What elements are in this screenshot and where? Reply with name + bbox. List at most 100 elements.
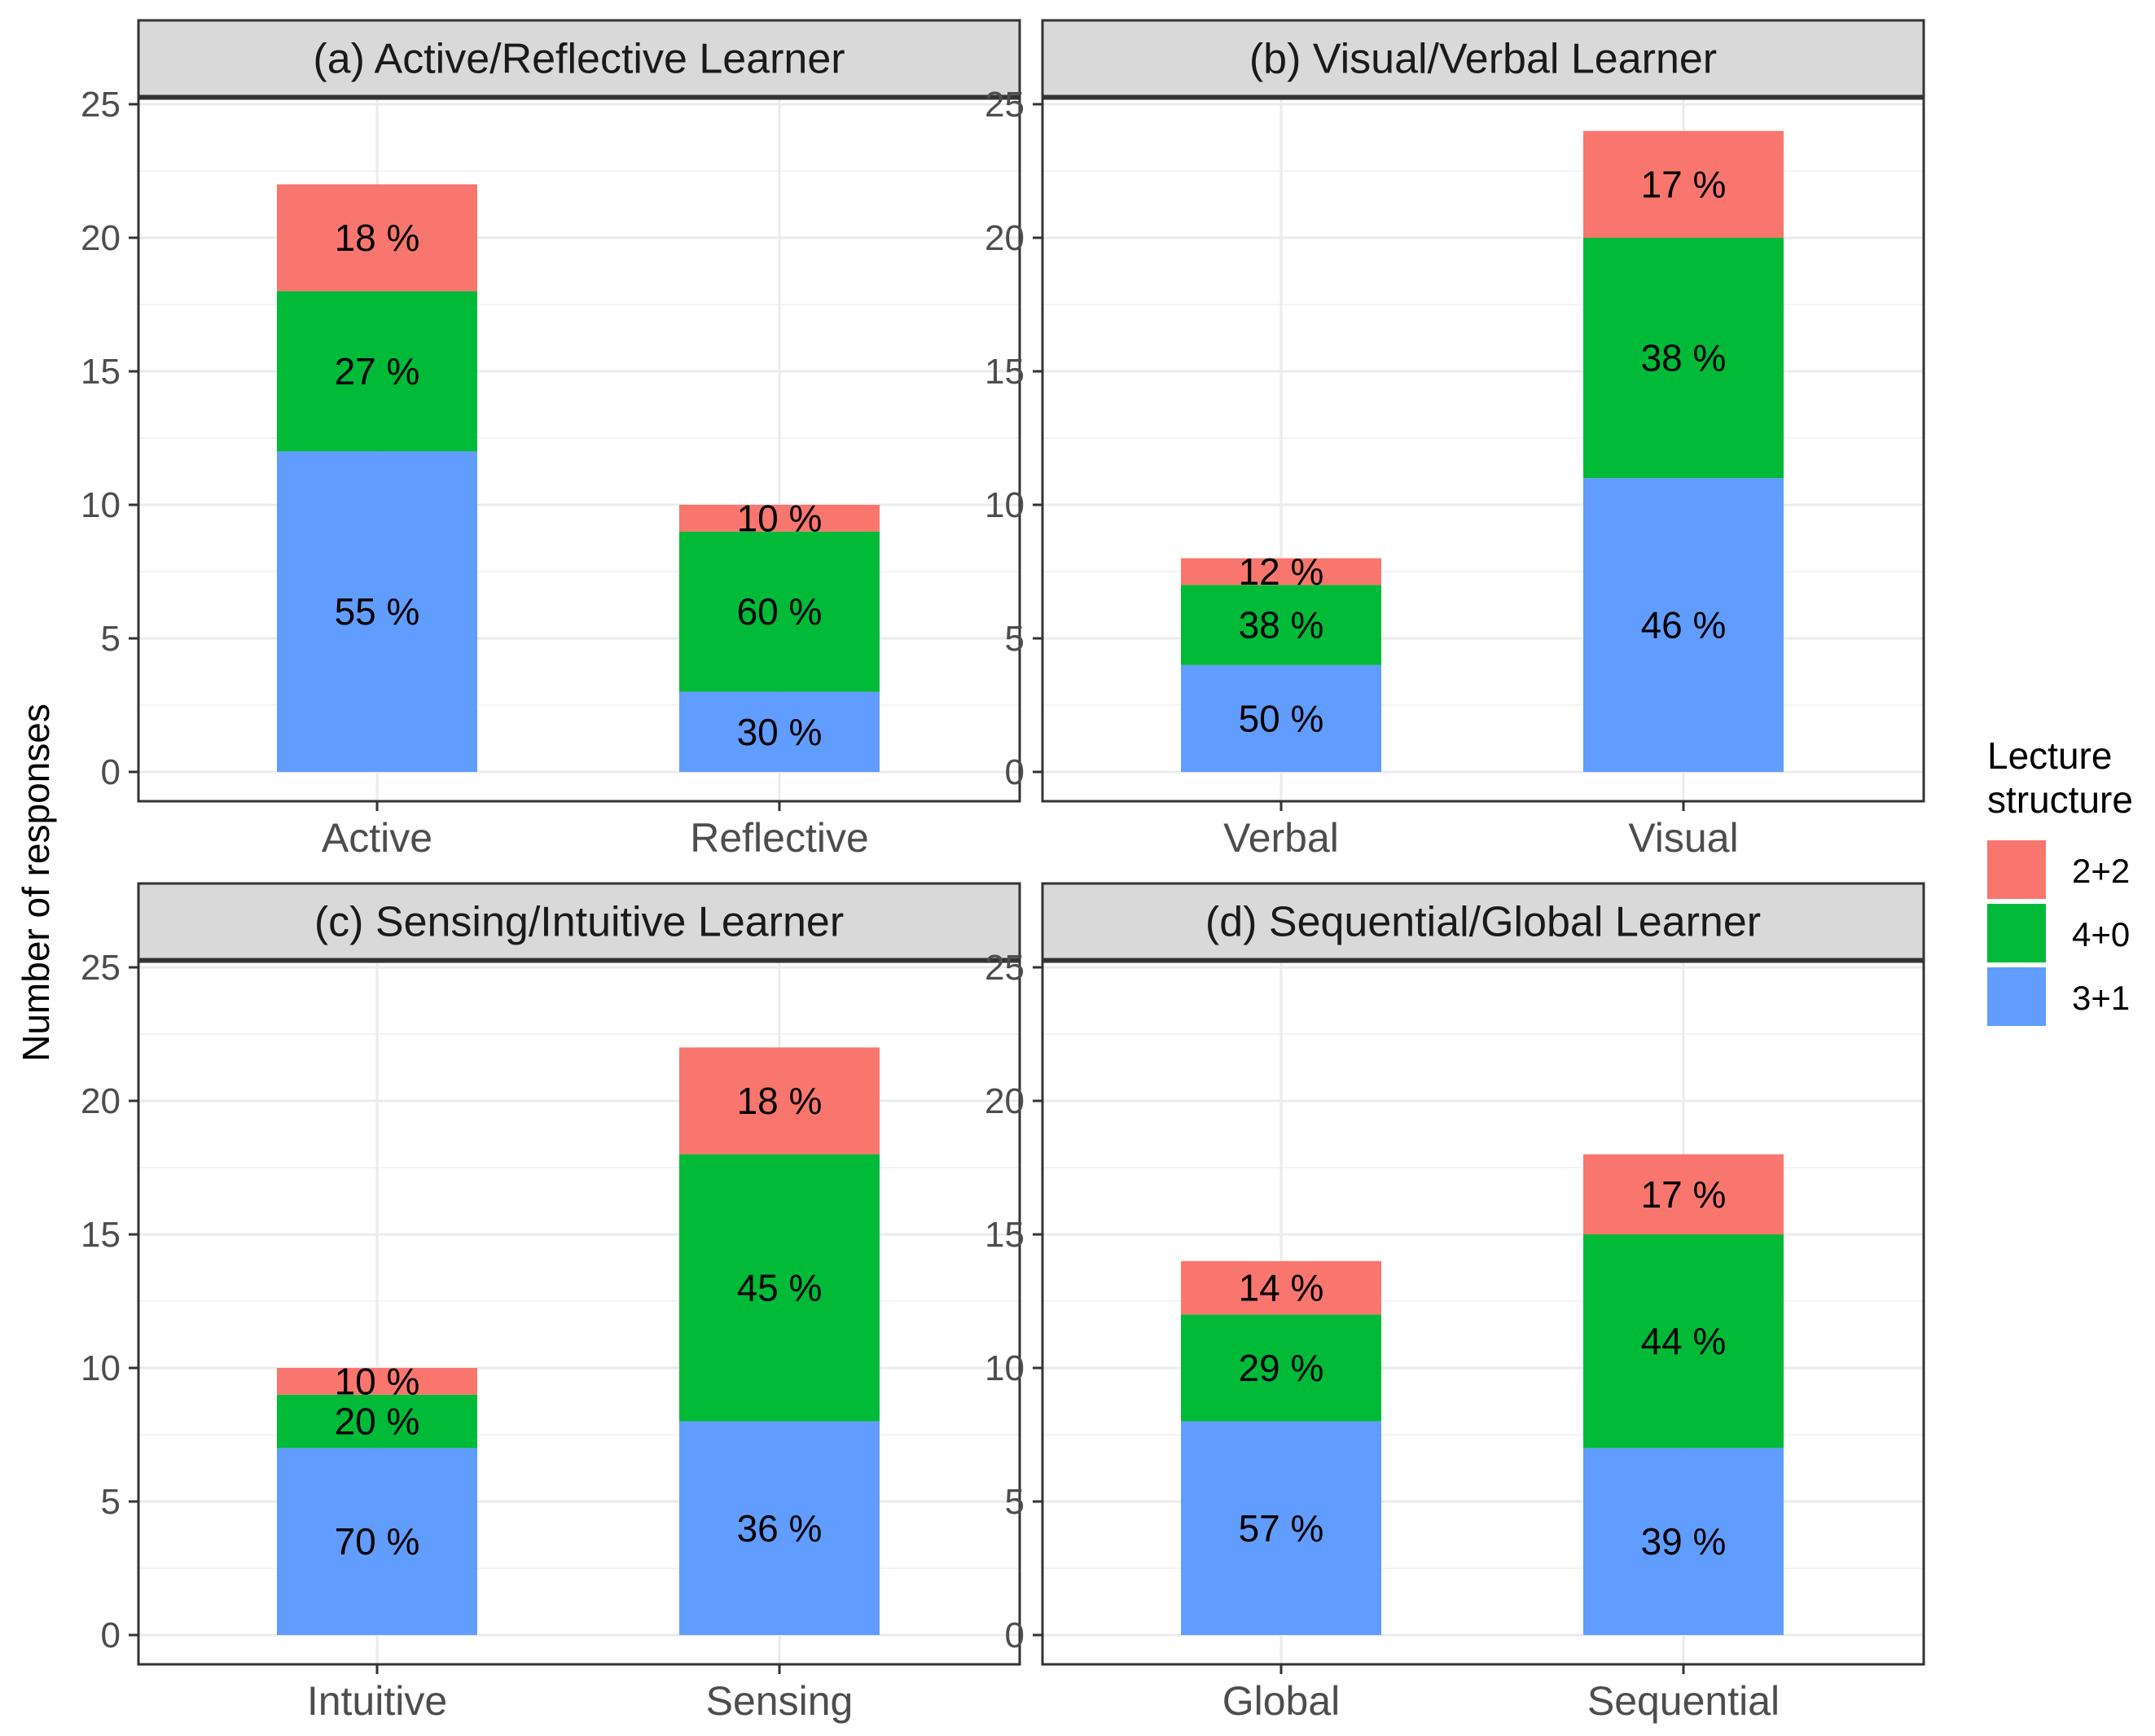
x-tick-label: Sequential <box>1587 1678 1780 1724</box>
y-tick-label: 15 <box>985 352 1025 392</box>
bar-label: 38 % <box>1239 604 1324 647</box>
y-tick-label: 20 <box>985 218 1025 258</box>
bar-label: 10 % <box>737 497 823 539</box>
legend-label: 3+1 <box>2072 979 2130 1017</box>
bar-label: 10 % <box>335 1360 420 1402</box>
bar-segment-3plus1-sensing <box>679 1421 880 1635</box>
panel-strip <box>1041 882 1925 961</box>
y-tick-label: 5 <box>101 1482 121 1522</box>
bar-label: 17 % <box>1641 1173 1727 1216</box>
bar-segment-4plus0-sensing <box>679 1154 880 1422</box>
y-tick-label: 10 <box>81 485 121 525</box>
bar-segment-3plus1-verbal <box>1181 664 1381 772</box>
bar-segment-2plus2-intuitive <box>277 1368 477 1395</box>
bar-label: 18 % <box>335 217 420 259</box>
x-tick-label: Sensing <box>706 1678 854 1724</box>
bar-label: 36 % <box>737 1507 823 1550</box>
panel-title: (c) Sensing/Intuitive Learner <box>314 899 844 946</box>
panel-1: 55 % 27 % 18 % 30 % 60 % 10 % (a) Active/Refle… <box>81 19 1021 861</box>
x-tick-label: Visual <box>1628 815 1738 861</box>
bar-label: 70 % <box>335 1520 420 1563</box>
bar-segment-2plus2-sequential <box>1583 1154 1784 1234</box>
bar-label: 38 % <box>1641 337 1727 379</box>
y-tick-label: 10 <box>985 1348 1025 1388</box>
y-tick-label: 0 <box>101 752 121 792</box>
legend-title: Lecture <box>1987 734 2112 777</box>
x-tick-label: Global <box>1222 1678 1341 1724</box>
y-tick-label: 0 <box>1005 752 1025 792</box>
bar-label: 17 % <box>1641 163 1727 205</box>
panel-2: 50 % 38 % 12 % 46 % 38 % 17 % (b) Visual/Verba… <box>985 19 1925 861</box>
panel-4: 57 % 29 % 14 % 39 % 44 % 17 % (d) Sequential/G… <box>985 882 1925 1724</box>
bar-label: 20 % <box>335 1401 420 1443</box>
y-tick-label: 15 <box>81 1215 121 1255</box>
bar-segment-2plus2-verbal <box>1181 558 1381 585</box>
panel-border <box>137 960 1021 1666</box>
bar-segment-3plus1-active <box>277 451 477 772</box>
panel-strip <box>1041 19 1925 98</box>
y-tick-label: 25 <box>81 85 121 125</box>
bar-label: 60 % <box>737 590 823 633</box>
y-tick-label: 5 <box>101 619 121 659</box>
x-tick-label: Reflective <box>690 815 869 861</box>
bar-segment-3plus1-sequential <box>1583 1448 1784 1635</box>
bar-segment-2plus2-active <box>277 184 477 292</box>
y-tick-label: 15 <box>81 352 121 392</box>
panel-strip <box>137 882 1021 961</box>
bar-segment-4plus0-active <box>277 291 477 452</box>
bar-label: 14 % <box>1239 1267 1324 1309</box>
y-tick-label: 25 <box>985 85 1025 125</box>
y-tick-label: 25 <box>985 948 1025 988</box>
y-tick-label: 25 <box>81 948 121 988</box>
bar-segment-2plus2-sensing <box>679 1047 880 1155</box>
bar-segment-4plus0-sequential <box>1583 1234 1784 1449</box>
legend-label: 2+2 <box>2072 852 2130 890</box>
y-tick-label: 0 <box>1005 1615 1025 1655</box>
bar-segment-2plus2-reflective <box>679 505 880 532</box>
bar-label: 18 % <box>737 1080 823 1122</box>
panel-background <box>138 99 1020 801</box>
x-tick-label: Verbal <box>1223 815 1339 861</box>
panels: 55 % 27 % 18 % 30 % 60 % 10 % (a) Active/Refle… <box>81 19 1925 1724</box>
bar-segment-2plus2-global <box>1181 1260 1381 1315</box>
bar-segment-3plus1-reflective <box>679 691 880 772</box>
y-tick-label: 10 <box>985 485 1025 525</box>
bar-segment-2plus2-visual <box>1583 130 1784 238</box>
y-tick-label: 20 <box>985 1081 1025 1121</box>
panel-title: (a) Active/Reflective Learner <box>313 36 845 83</box>
legend-key-4plus0 <box>1987 904 2046 962</box>
y-tick-label: 10 <box>81 1348 121 1388</box>
bar-label: 57 % <box>1239 1507 1324 1550</box>
bar-segment-3plus1-global <box>1181 1421 1381 1635</box>
bar-segment-4plus0-reflective <box>679 531 880 692</box>
panel-border <box>137 97 1021 803</box>
x-tick-label: Intuitive <box>307 1678 447 1724</box>
bar-label: 39 % <box>1641 1520 1727 1563</box>
y-tick-label: 20 <box>81 1081 121 1121</box>
bar-label: 44 % <box>1641 1320 1727 1362</box>
bar-label: 45 % <box>737 1267 823 1309</box>
y-axis-title: Number of responses <box>15 704 57 1062</box>
y-tick-label: 5 <box>1005 619 1025 659</box>
y-tick-label: 5 <box>1005 1482 1025 1522</box>
bar-label: 12 % <box>1239 550 1324 593</box>
legend-key-3plus1 <box>1987 967 2046 1026</box>
bar-segment-4plus0-verbal <box>1181 585 1381 665</box>
legend-key-2plus2 <box>1987 840 2046 899</box>
panel-3: 70 % 20 %10 % 36 % 45 % 18 % (c) Sensing/Intu… <box>81 882 1021 1724</box>
y-tick-label: 0 <box>101 1615 121 1655</box>
bar-label: 50 % <box>1239 697 1324 739</box>
legend-label: 4+0 <box>2072 915 2130 953</box>
x-tick-label: Active <box>322 815 432 861</box>
y-tick-label: 15 <box>985 1215 1025 1255</box>
bar-segment-4plus0-visual <box>1583 238 1784 479</box>
panel-background <box>1042 99 1924 801</box>
bar-label: 30 % <box>737 711 823 753</box>
panel-background <box>1042 962 1924 1664</box>
y-tick-label: 20 <box>81 218 121 258</box>
panel-strip <box>137 19 1021 98</box>
panel-border <box>1041 97 1925 803</box>
panel-background <box>138 962 1020 1664</box>
bar-segment-3plus1-intuitive <box>277 1448 477 1635</box>
